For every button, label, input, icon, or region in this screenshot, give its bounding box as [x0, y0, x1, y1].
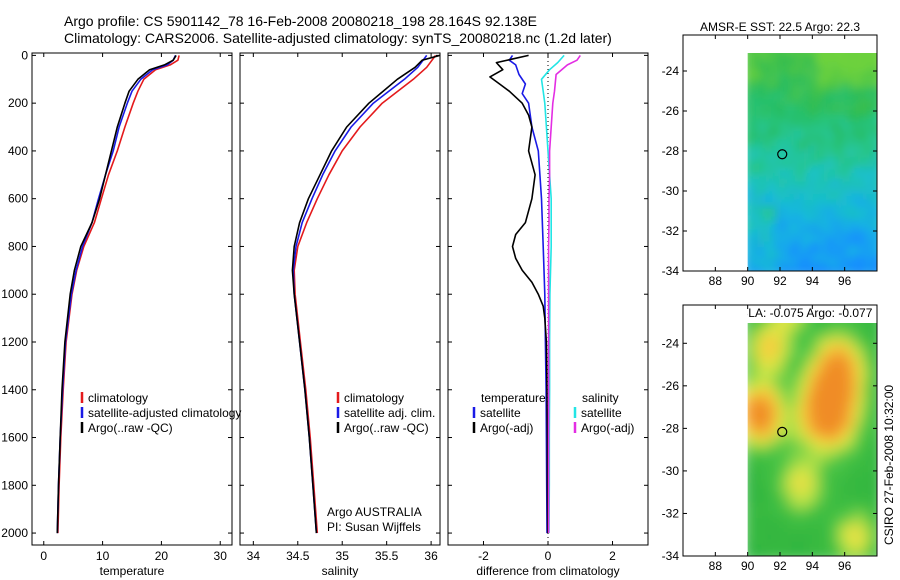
no-data-area [683, 305, 748, 556]
map-y-tick-label: -24 [662, 336, 680, 350]
x-tick-label: 36 [424, 549, 438, 563]
y-tick-label: 0 [21, 48, 28, 62]
series-line [56, 54, 177, 534]
x-tick-label: 34 [247, 549, 261, 563]
legend-title: temperature [481, 391, 546, 405]
map-x-tick-label: 94 [806, 274, 820, 288]
y-tick-label: 1800 [1, 478, 28, 492]
map-x-tick-label: 88 [709, 559, 723, 573]
series-line [547, 54, 581, 534]
map-x-tick-label: 94 [806, 559, 820, 573]
map-y-tick-label: -30 [662, 464, 680, 478]
legend-label: satellite [480, 406, 521, 420]
x-tick-label: 35.5 [375, 549, 399, 563]
map-y-tick-label: -26 [662, 379, 680, 393]
legend-label: satellite-adjusted climatology [88, 406, 241, 420]
series-line [291, 54, 441, 534]
pi-label: PI: Susan Wijffels [327, 520, 421, 534]
x-tick-label: 0 [40, 549, 47, 563]
map-y-tick-label: -28 [662, 421, 680, 435]
profile-plots: 0 10 20 30temperature0200400600800100012001… [1, 48, 649, 578]
map-title: AMSR-E SST: 22.5 Argo: 22.3 [700, 20, 860, 34]
map-x-tick-label: 96 [838, 559, 852, 573]
map-x-tick-label: 96 [838, 274, 852, 288]
series-line [489, 54, 549, 534]
legend-label: climatology [88, 391, 148, 405]
sst-map: AMSR-E SST: 22.5 Argo: 22.3 88 90 92 94 96 -24… [662, 20, 878, 288]
no-data-area [683, 35, 748, 271]
map-y-tick-label: -26 [662, 104, 680, 118]
argo-position-marker [777, 426, 788, 437]
x-axis-label: temperature [100, 564, 165, 578]
x-tick-label: 35 [336, 549, 350, 563]
map-y-tick-label: -34 [662, 549, 680, 563]
map-x-tick-label: 88 [709, 274, 723, 288]
y-tick-label: 1000 [1, 287, 28, 301]
map-y-tick-label: -32 [662, 224, 680, 238]
map-y-tick-label: -30 [662, 184, 680, 198]
panel-1: 0 10 20 30 temperature 0 200 400 600 800 1000 1200 1… [1, 48, 241, 578]
argo-australia-label: Argo AUSTRALIA [327, 505, 422, 519]
x-tick-label: 2 [609, 549, 616, 563]
satellite-maps: AMSR-E SST: 22.5 Argo: 22.3 88 90 92 94 96 -24… [662, 20, 878, 573]
map-field [742, 323, 877, 556]
y-tick-label: 1400 [1, 383, 28, 397]
map-x-tick-label: 90 [741, 274, 755, 288]
panel-2: 34 34.5 35 35.5 36 salinity climatologysatelli… [239, 52, 441, 578]
x-tick-label: 30 [214, 549, 228, 563]
plot-frame [239, 52, 441, 546]
plot-frame [31, 52, 233, 546]
map-x-tick-label: 90 [741, 559, 755, 573]
x-tick-label: -2 [478, 549, 489, 563]
legend-label: Argo(-adj) [581, 421, 634, 435]
y-tick-label: 2000 [1, 526, 28, 540]
legend-label: Argo(..raw -QC) [344, 421, 429, 435]
map-field [742, 53, 877, 271]
legend-label: satellite [581, 406, 622, 420]
title-line-2: Climatology: CARS2006. Satellite-adjuste… [64, 30, 612, 46]
map-x-tick-label: 92 [773, 559, 787, 573]
x-axis-label: salinity [322, 564, 359, 578]
x-tick-label: 0 [545, 549, 552, 563]
x-tick-label: 10 [96, 549, 110, 563]
y-tick-label: 1600 [1, 431, 28, 445]
x-tick-label: 20 [155, 549, 169, 563]
map-y-tick-label: -32 [662, 506, 680, 520]
argo-position-marker [777, 149, 788, 160]
legend-label: climatology [344, 391, 404, 405]
csiro-timestamp: CSIRO 27-Feb-2008 10:32:00 [882, 385, 896, 545]
x-tick-label: 34.5 [286, 549, 310, 563]
title-line-1: Argo profile: CS 5901142_78 16-Feb-2008 … [64, 13, 537, 29]
map-y-tick-label: -34 [662, 264, 680, 278]
y-tick-label: 600 [8, 192, 28, 206]
y-tick-label: 400 [8, 144, 28, 158]
map-x-tick-label: 92 [773, 274, 787, 288]
map-y-tick-label: -28 [662, 144, 680, 158]
series-line [56, 55, 177, 534]
legend-label: Argo(-adj) [480, 421, 533, 435]
y-tick-label: 200 [8, 96, 28, 110]
x-axis-label: difference from climatology [476, 564, 619, 578]
map-y-tick-label: -24 [662, 64, 680, 78]
series-line [508, 54, 548, 534]
legend-label: Argo(..raw -QC) [88, 421, 173, 435]
y-tick-label: 800 [8, 239, 28, 253]
y-tick-label: 1200 [1, 335, 28, 349]
legend-title: salinity [582, 391, 619, 405]
series-line [293, 54, 437, 534]
legend-label: satellite adj. clim. [344, 406, 435, 420]
